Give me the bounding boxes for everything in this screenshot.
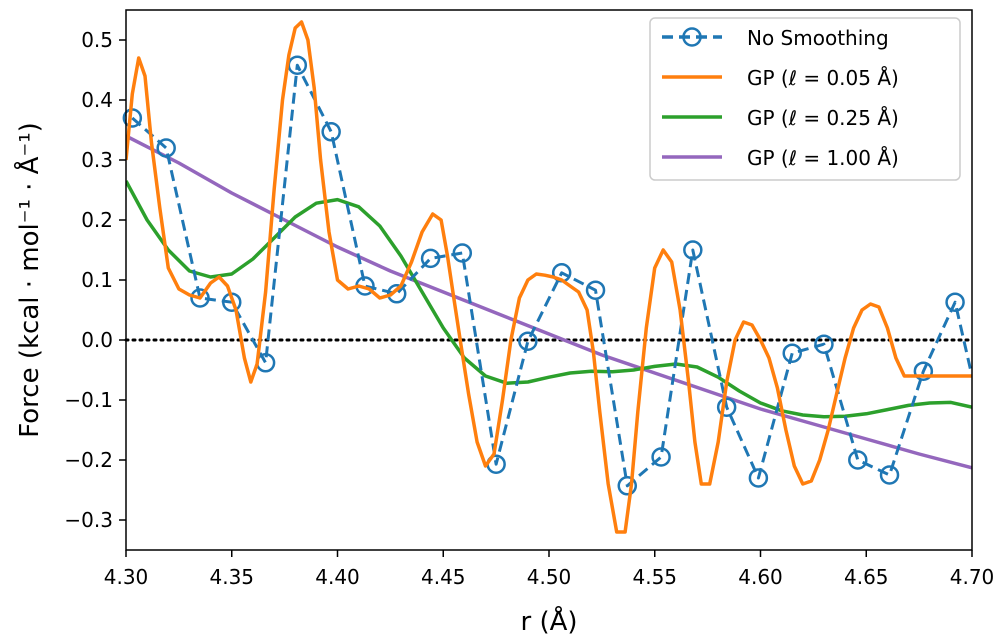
data-point: [945, 292, 965, 312]
y-tick-label: 0.0: [81, 328, 113, 352]
data-point: [716, 397, 737, 417]
data-point: [585, 280, 606, 300]
legend-label: GP (ℓ = 0.25 Å): [747, 106, 899, 130]
y-tick-label: −0.3: [64, 508, 113, 532]
x-tick-label: 4.40: [315, 565, 360, 589]
data-point: [156, 138, 176, 158]
data-point: [190, 288, 210, 308]
x-axis-label: r (Å): [520, 605, 577, 637]
x-tick-label: 4.30: [104, 565, 149, 589]
data-point: [518, 331, 538, 351]
data-point: [782, 343, 802, 363]
y-tick-label: 0.3: [81, 148, 113, 172]
x-tick-label: 4.35: [209, 565, 254, 589]
series-line-0: [131, 63, 972, 488]
series-line-3: [126, 134, 972, 470]
data-point: [848, 450, 868, 470]
x-tick-label: 4.65: [844, 565, 889, 589]
y-tick-label: −0.1: [64, 388, 113, 412]
y-tick-label: 0.4: [81, 88, 113, 112]
y-tick-label: −0.2: [64, 448, 113, 472]
legend-label: GP (ℓ = 1.00 Å): [747, 146, 899, 170]
legend-marker: [682, 27, 702, 47]
legend: No Smoothing GP (ℓ = 0.05 Å) GP (ℓ = 0.25 …: [649, 17, 961, 181]
y-axis-label: Force (kcal · mol⁻¹ · Å⁻¹): [13, 122, 45, 438]
data-point: [452, 243, 473, 263]
data-point: [651, 447, 671, 467]
x-tick-label: 4.55: [632, 565, 677, 589]
legend-box: [649, 17, 961, 181]
legend-label: No Smoothing: [747, 26, 889, 50]
data-point: [879, 465, 900, 485]
series-layer: [122, 20, 972, 534]
data-point: [420, 248, 441, 269]
data-point: [321, 122, 341, 142]
y-axis: −0.3 −0.2 −0.1 0.0 0.1 0.2 0.3 0.4 0.5: [64, 28, 126, 532]
legend-label: GP (ℓ = 0.05 Å): [747, 66, 899, 90]
x-tick-label: 4.60: [738, 565, 783, 589]
x-tick-label: 4.70: [950, 565, 995, 589]
y-tick-label: 0.2: [81, 208, 113, 232]
data-point: [617, 476, 638, 496]
data-point: [814, 334, 834, 354]
x-axis: 4.30 4.35 4.40 4.45 4.50 4.55 4.60 4.65 4.70: [104, 550, 995, 589]
data-point: [748, 468, 769, 488]
x-tick-label: 4.45: [421, 565, 466, 589]
y-tick-label: 0.5: [81, 28, 113, 52]
data-point: [683, 240, 703, 260]
y-tick-label: 0.1: [81, 268, 113, 292]
x-tick-label: 4.50: [527, 565, 572, 589]
series-line-1: [126, 20, 972, 534]
data-point: [913, 361, 934, 381]
